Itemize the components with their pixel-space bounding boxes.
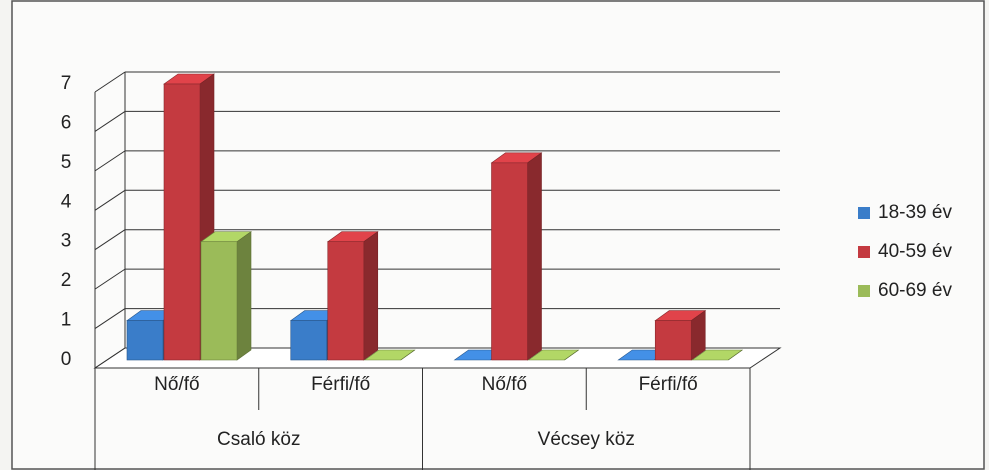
legend-label: 40-59 év [878,241,952,262]
y-tick-label: 5 [61,152,72,173]
legend-swatch [858,246,870,258]
y-tick-label: 4 [61,191,72,212]
grid-line-side [94,268,126,290]
y-tick-label: 0 [61,349,72,370]
grid-line-side [94,308,126,329]
bar-side [527,152,542,361]
bar [491,162,528,361]
group-label: Vécsey köz [538,429,635,450]
bar-side [728,349,743,361]
y-tick-label: 3 [61,231,72,252]
bar-side [363,231,379,361]
y-tick-label: 2 [61,270,72,291]
x-tick-label: Nő/fő [482,374,527,395]
grid-line-side [94,347,126,369]
grid-line-side [94,111,126,132]
bar [200,241,238,361]
legend-label: 60-69 év [878,280,952,301]
grid-line-side [94,229,126,251]
group-label: Csaló köz [217,429,300,450]
y-tick-label: 7 [61,73,72,94]
bar-side [564,349,579,361]
bar-side [400,349,415,361]
bar-side [236,231,252,361]
legend-swatch [858,285,870,297]
x-tick-label: Férfi/fő [311,374,370,395]
bar [290,320,328,361]
grid-line-side [94,189,126,211]
y-tick-label: 1 [61,310,72,331]
x-tick-label: Nő/fő [154,374,199,395]
bar [126,320,164,361]
bar [163,83,201,361]
bar [327,241,365,361]
grid-line-side [94,150,126,172]
x-tick-label: Férfi/fő [639,374,698,395]
grid-line-side [94,71,126,93]
bar [654,320,692,361]
legend-swatch [858,207,870,219]
y-tick-label: 6 [61,112,72,133]
legend-label: 18-39 év [878,202,952,223]
